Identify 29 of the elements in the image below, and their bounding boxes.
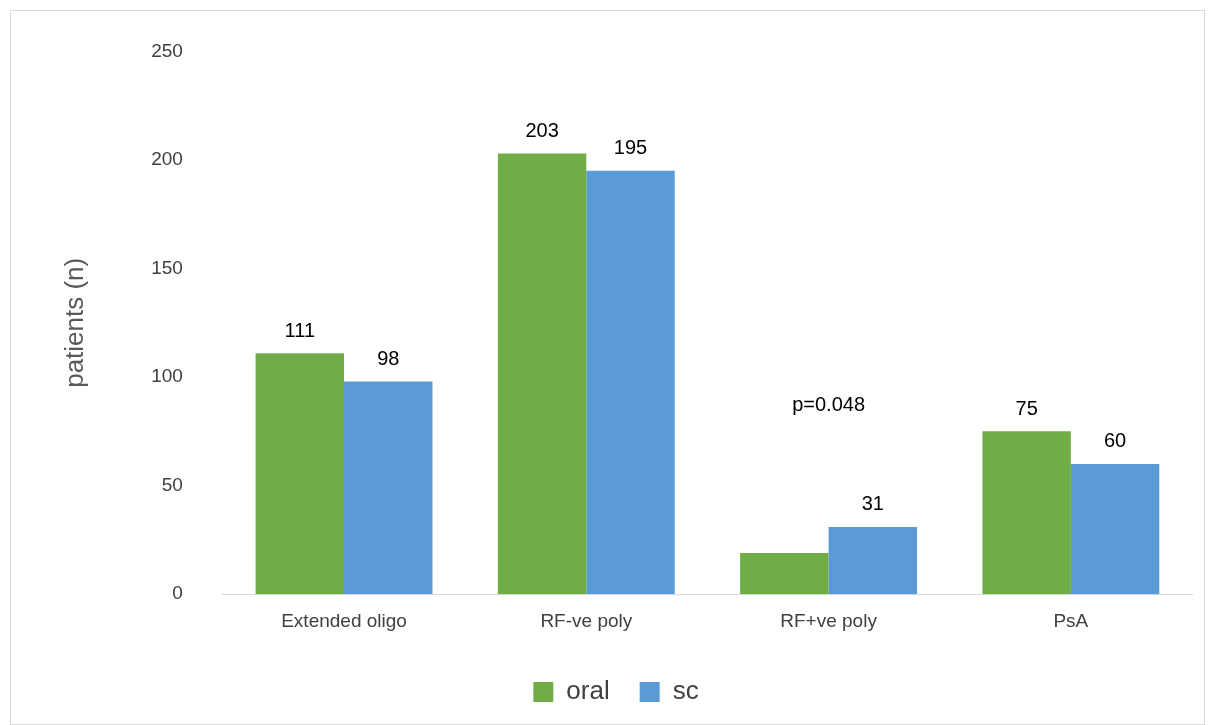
x-tick-label: RF-ve poly	[540, 609, 633, 631]
data-label: 75	[1015, 396, 1038, 419]
x-tick-label: PsA	[1053, 609, 1089, 631]
y-tick-label: 250	[151, 39, 183, 61]
data-label: 31	[861, 492, 884, 515]
data-label: 195	[613, 136, 648, 159]
bar	[255, 353, 345, 595]
y-tick-label: 200	[151, 148, 183, 170]
bar	[828, 526, 918, 595]
y-tick-label: 100	[151, 365, 183, 387]
legend-label: sc	[672, 675, 699, 706]
bar	[982, 431, 1071, 595]
data-label: 203	[525, 118, 559, 141]
bar	[344, 381, 433, 595]
data-label: 111	[284, 318, 316, 341]
data-label: 98	[377, 346, 400, 369]
data-label: 60	[1103, 429, 1127, 452]
legend-label: oral	[566, 675, 610, 706]
y-tick-label: 0	[172, 582, 183, 604]
bar	[497, 153, 587, 595]
y-tick-label: 150	[151, 256, 183, 278]
y-axis-title: patients (n)	[58, 257, 89, 388]
annotation: p=0.048	[792, 392, 866, 415]
y-tick-label: 50	[161, 473, 183, 495]
bar	[740, 552, 829, 595]
bar	[586, 170, 675, 595]
x-tick-label: RF+ve poly	[780, 609, 878, 631]
x-tick-label: Extended oligo	[281, 609, 407, 631]
bar	[1070, 463, 1160, 595]
